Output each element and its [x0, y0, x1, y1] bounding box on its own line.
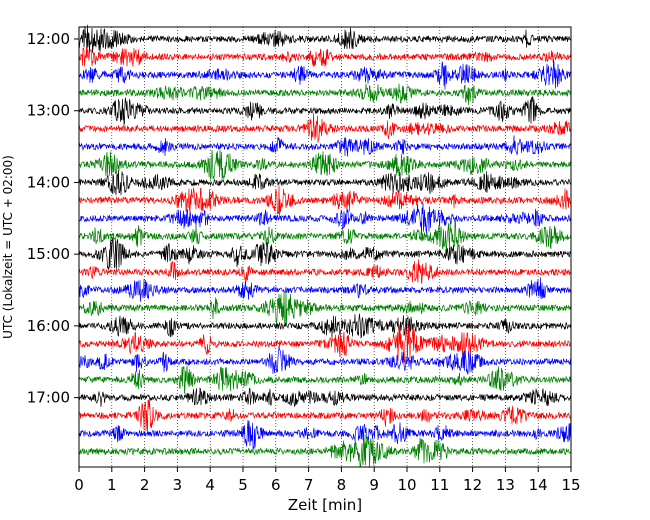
x-tick-label-14: 14	[529, 476, 548, 494]
seismic-traces	[78, 24, 572, 468]
x-tick-label-12: 12	[463, 476, 482, 494]
trace-21	[78, 399, 572, 433]
trace-1	[78, 46, 572, 67]
x-tick-label-13: 13	[496, 476, 515, 494]
trace-9	[78, 185, 572, 218]
y-tick-label-3: 15:00	[27, 245, 70, 263]
x-tick-label-10: 10	[397, 476, 416, 494]
trace-4	[78, 95, 572, 126]
trace-6	[78, 135, 572, 157]
x-axis-ticks: 0 1 2 3 4 5 6 7 8 9 10 11 12 13 14 15	[74, 467, 581, 494]
trace-20	[78, 387, 572, 408]
x-tick-label-11: 11	[430, 476, 449, 494]
plot-frame	[78, 26, 572, 468]
x-axis-label: Zeit [min]	[288, 496, 362, 514]
x-tick-label-4: 4	[205, 476, 215, 494]
trace-19	[78, 365, 572, 394]
y-tick-label-4: 16:00	[27, 317, 70, 335]
y-axis-ticks: 12:00 13:00 14:00 15:00 16:00 17:00	[27, 30, 79, 407]
x-tick-label-15: 15	[561, 476, 580, 494]
x-tick-label-2: 2	[140, 476, 150, 494]
trace-16	[78, 313, 571, 339]
x-tick-label-6: 6	[271, 476, 281, 494]
trace-23	[78, 434, 572, 468]
trace-3	[78, 83, 572, 106]
x-tick-label-8: 8	[337, 476, 347, 494]
trace-10	[78, 202, 572, 235]
trace-15	[78, 290, 572, 327]
trace-11	[78, 219, 572, 251]
trace-18	[78, 346, 572, 375]
y-tick-label-2: 14:00	[27, 173, 70, 191]
trace-7	[78, 149, 571, 181]
trace-14	[78, 277, 572, 302]
y-tick-label-0: 12:00	[27, 30, 70, 48]
x-tick-label-7: 7	[304, 476, 314, 494]
x-tick-label-1: 1	[107, 476, 117, 494]
trace-0	[78, 24, 572, 54]
trace-5	[78, 112, 572, 143]
y-tick-label-5: 17:00	[27, 389, 70, 407]
trace-22	[78, 420, 572, 450]
trace-8	[78, 169, 572, 196]
trace-12	[78, 236, 572, 270]
x-tick-label-0: 0	[74, 476, 84, 494]
y-tick-label-1: 13:00	[27, 102, 70, 120]
y-axis-label: UTC (Lokalzeit = UTC + 02:00)	[1, 155, 15, 339]
trace-13	[78, 259, 572, 284]
trace-2	[78, 60, 572, 90]
x-tick-label-3: 3	[173, 476, 183, 494]
x-tick-label-9: 9	[369, 476, 379, 494]
x-tick-label-5: 5	[238, 476, 248, 494]
trace-17	[78, 323, 572, 363]
